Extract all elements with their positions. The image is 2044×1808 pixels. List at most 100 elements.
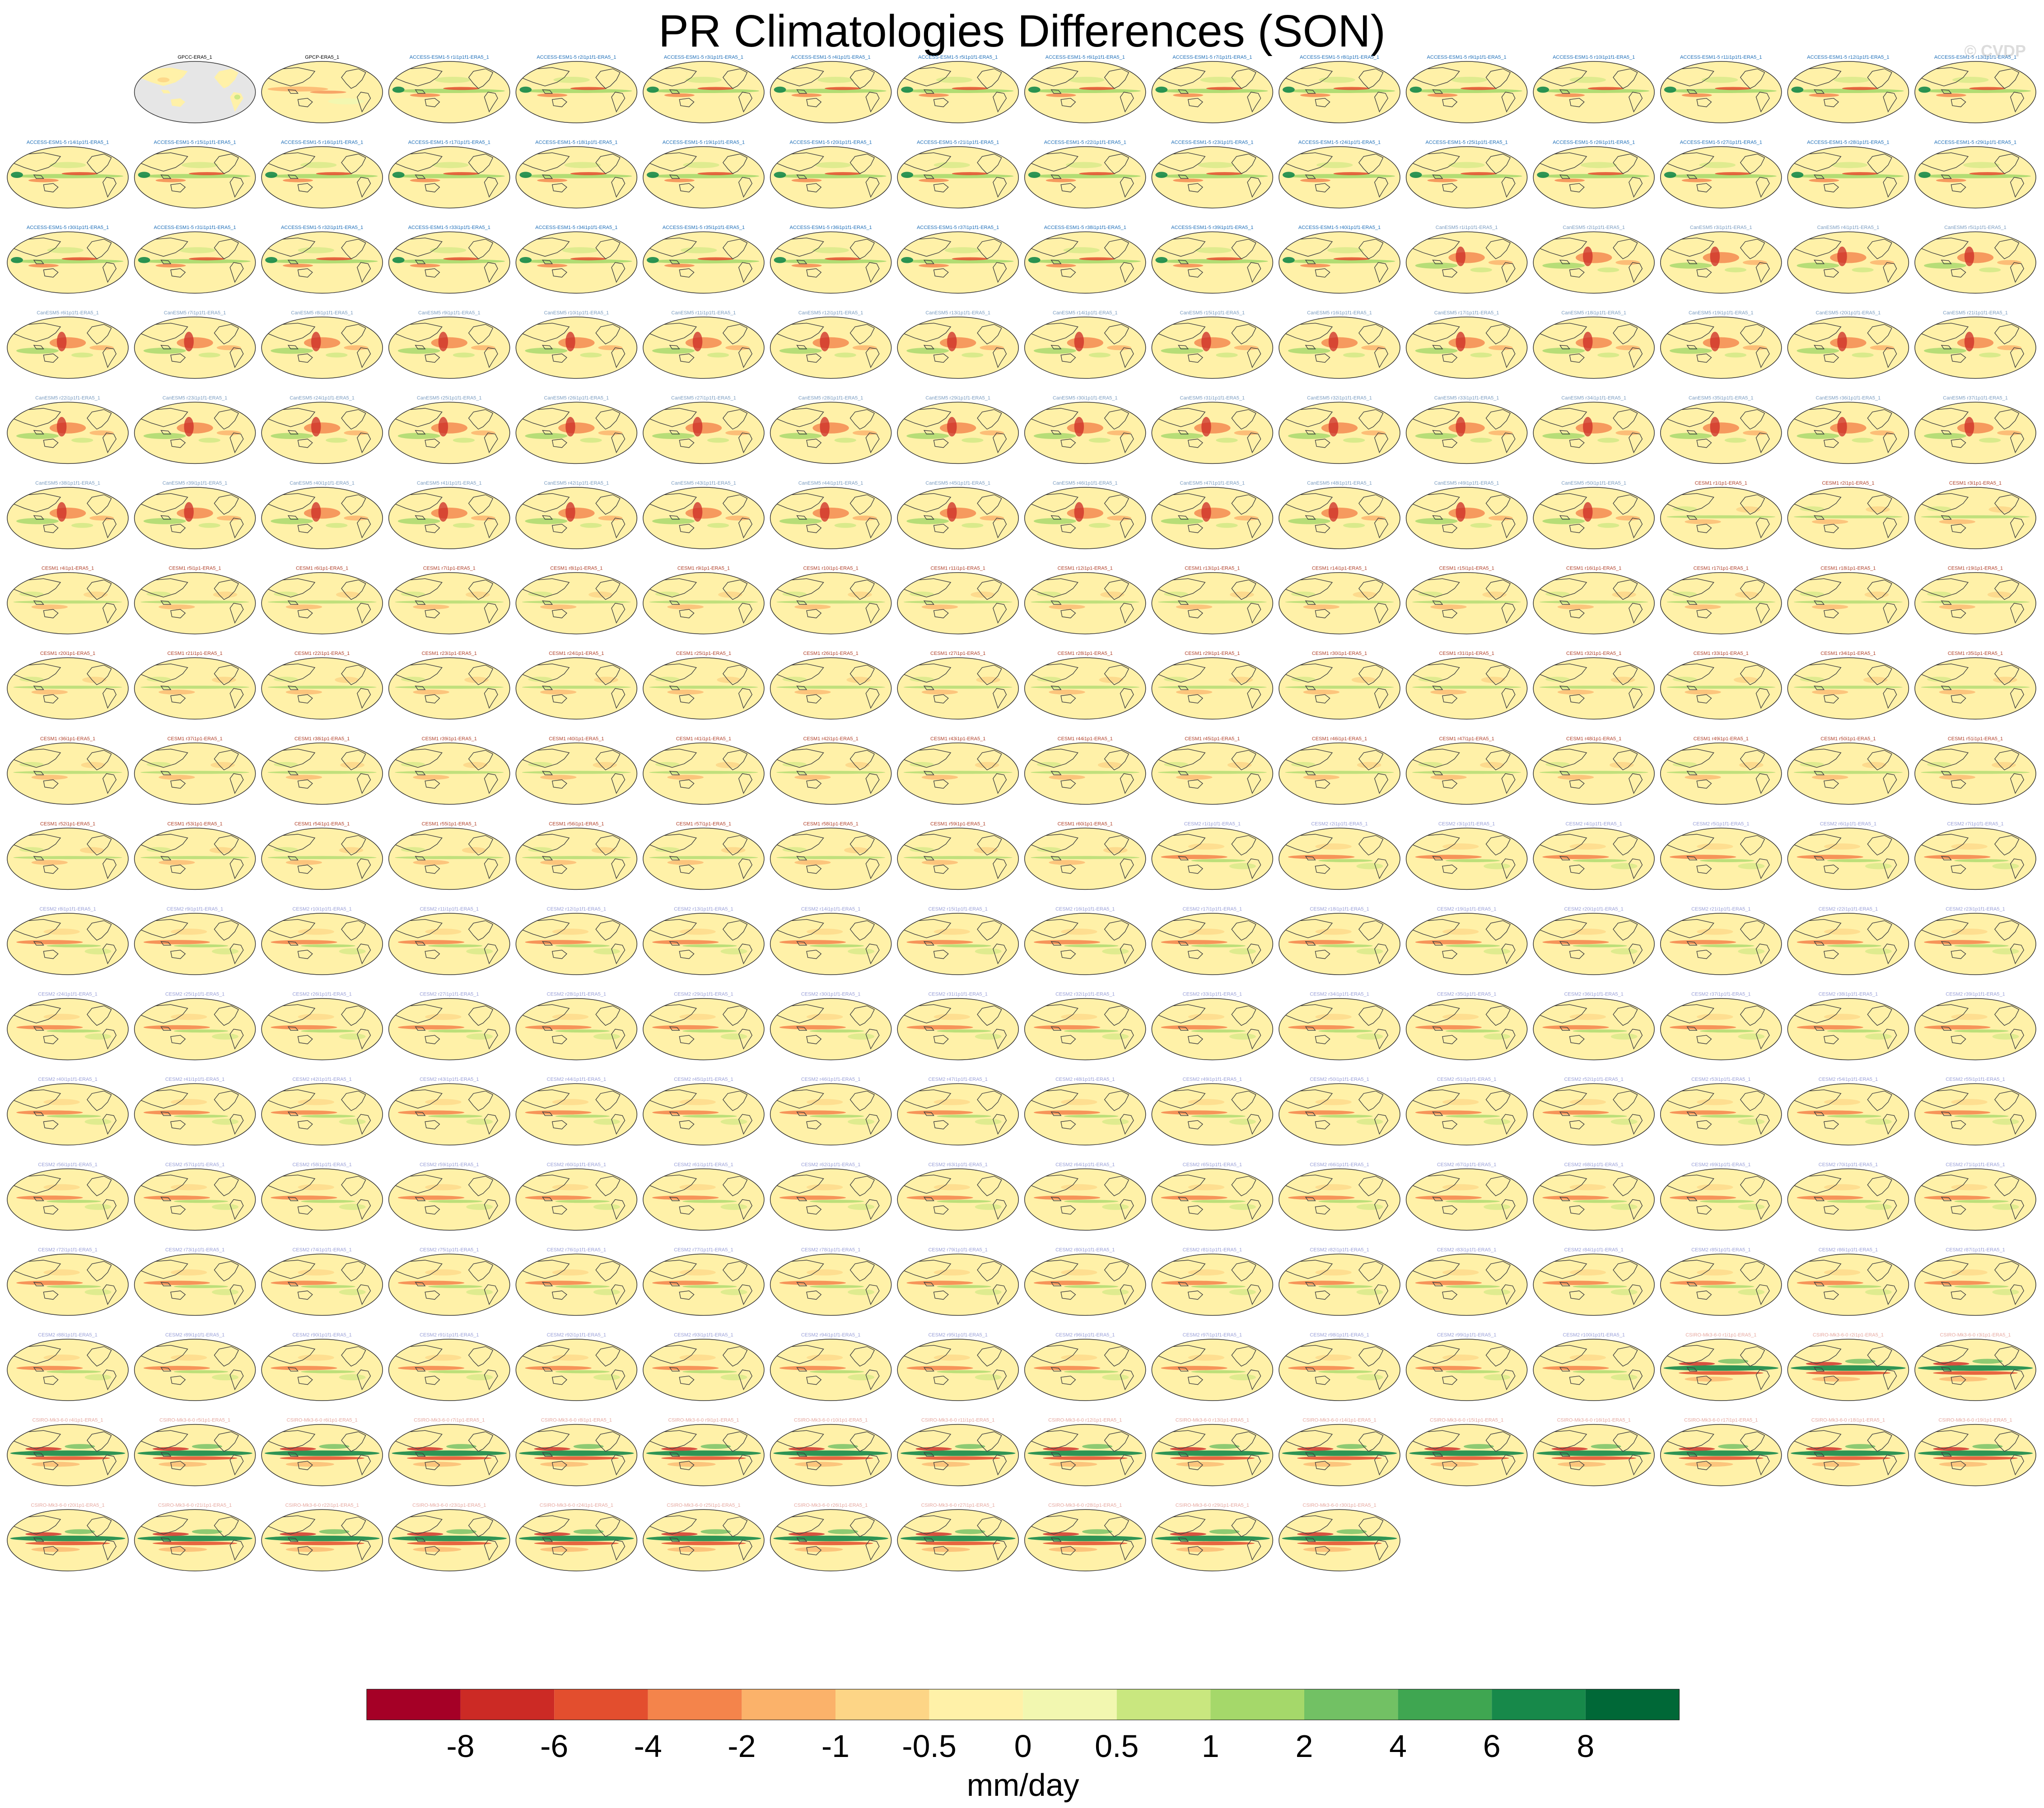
panel-label: CESM2 r39i1p1f1-ERA5_1 xyxy=(1946,992,2005,997)
panel-label: CESM2 r51i1p1f1-ERA5_1 xyxy=(1437,1077,1496,1082)
panel-label: ACCESS-ESM1-5 r8i1p1f1-ERA5_1 xyxy=(1300,55,1379,60)
map-panel: ACCESS-ESM1-5 r28i1p1f1-ERA5_1 xyxy=(1787,140,1909,209)
map-panel: CESM1 r38i1p1-ERA5_1 xyxy=(261,736,383,805)
panel-label: CESM2 r37i1p1f1-ERA5_1 xyxy=(1691,992,1750,997)
colorbar-tick-label: -1 xyxy=(821,1729,849,1764)
map-panel: CESM2 r90i1p1f1-ERA5_1 xyxy=(261,1332,383,1401)
map-panel: CESM2 r31i1p1f1-ERA5_1 xyxy=(897,992,1019,1061)
panel-label: CanESM5 r42i1p1f1-ERA5_1 xyxy=(544,481,609,486)
map-panel: ACCESS-ESM1-5 r4i1p1f1-ERA5_1 xyxy=(770,55,892,123)
panel-label: CESM2 r72i1p1f1-ERA5_1 xyxy=(38,1247,97,1252)
map-panel: ACCESS-ESM1-5 r19i1p1f1-ERA5_1 xyxy=(643,140,765,209)
map-panel: CESM2 r2i1p1f1-ERA5_1 xyxy=(1279,821,1400,890)
map-panel: CESM1 r35i1p1-ERA5_1 xyxy=(1914,651,2036,719)
map-panel: CanESM5 r9i1p1f1-ERA5_1 xyxy=(388,310,510,379)
map-panel: CESM2 r57i1p1f1-ERA5_1 xyxy=(134,1162,256,1231)
map-panel: CESM2 r69i1p1f1-ERA5_1 xyxy=(1660,1162,1782,1231)
panel-label: CSIRO-Mk3-6-0 r12i1p1-ERA5_1 xyxy=(1048,1418,1122,1423)
figure-title: PR Climatologies Differences (SON) xyxy=(658,6,1386,56)
panel-label: CESM2 r24i1p1f1-ERA5_1 xyxy=(38,992,97,997)
panel-label: CanESM5 r38i1p1f1-ERA5_1 xyxy=(35,481,100,486)
panel-label: CESM1 r20i1p1-ERA5_1 xyxy=(40,651,95,656)
colorbar-tick-label: -6 xyxy=(540,1729,568,1764)
map-panel: CESM1 r22i1p1-ERA5_1 xyxy=(261,651,383,719)
panel-label: CESM2 r29i1p1f1-ERA5_1 xyxy=(674,992,733,997)
map-panel: CESM1 r32i1p1-ERA5_1 xyxy=(1533,651,1655,719)
map-panel: CSIRO-Mk3-6-0 r29i1p1-ERA5_1 xyxy=(1151,1503,1274,1571)
panel-label: CESM2 r23i1p1f1-ERA5_1 xyxy=(1946,906,2005,912)
panel-label: ACCESS-ESM1-5 r22i1p1f1-ERA5_1 xyxy=(1044,140,1126,145)
map-panel: CESM2 r91i1p1f1-ERA5_1 xyxy=(388,1332,510,1401)
panel-label: CESM1 r12i1p1-ERA5_1 xyxy=(1058,566,1113,571)
panel-label: CanESM5 r9i1p1f1-ERA5_1 xyxy=(418,310,481,316)
panel-label: ACCESS-ESM1-5 r9i1p1f1-ERA5_1 xyxy=(1427,55,1507,60)
panel-label: CanESM5 r36i1p1f1-ERA5_1 xyxy=(1816,395,1881,401)
map-panel: ACCESS-ESM1-5 r40i1p1f1-ERA5_1 xyxy=(1279,225,1400,294)
panel-label: CanESM5 r46i1p1f1-ERA5_1 xyxy=(1053,481,1118,486)
map-panel: CanESM5 r43i1p1f1-ERA5_1 xyxy=(643,481,765,549)
map-panel: CanESM5 r2i1p1f1-ERA5_1 xyxy=(1533,225,1655,294)
panel-label: CESM1 r11i1p1-ERA5_1 xyxy=(930,566,985,571)
map-panel: CanESM5 r33i1p1f1-ERA5_1 xyxy=(1405,395,1528,464)
panel-label: CESM1 r24i1p1-ERA5_1 xyxy=(549,651,604,656)
panel-label: ACCESS-ESM1-5 r17i1p1f1-ERA5_1 xyxy=(408,140,490,145)
map-panel: CESM2 r51i1p1f1-ERA5_1 xyxy=(1405,1077,1528,1145)
map-panel: CESM1 r6i1p1-ERA5_1 xyxy=(261,566,383,635)
map-panel: CSIRO-Mk3-6-0 r6i1p1-ERA5_1 xyxy=(261,1418,383,1486)
map-panel: ACCESS-ESM1-5 r32i1p1f1-ERA5_1 xyxy=(261,225,383,294)
map-panel: CESM2 r15i1p1f1-ERA5_1 xyxy=(897,906,1019,975)
map-panel: ACCESS-ESM1-5 r21i1p1f1-ERA5_1 xyxy=(897,140,1019,209)
map-panel: CESM2 r84i1p1f1-ERA5_1 xyxy=(1533,1247,1655,1316)
map-panel: CESM2 r78i1p1f1-ERA5_1 xyxy=(770,1247,892,1316)
panel-label: CESM2 r31i1p1f1-ERA5_1 xyxy=(928,992,987,997)
map-panel: CESM1 r8i1p1-ERA5_1 xyxy=(515,566,638,635)
map-panel: CESM2 r43i1p1f1-ERA5_1 xyxy=(388,1077,510,1145)
panel-label: CanESM5 r33i1p1f1-ERA5_1 xyxy=(1434,395,1499,401)
map-panel: CanESM5 r37i1p1f1-ERA5_1 xyxy=(1914,395,2036,464)
map-panel: CESM2 r86i1p1f1-ERA5_1 xyxy=(1787,1247,1909,1316)
panel-label: ACCESS-ESM1-5 r11i1p1f1-ERA5_1 xyxy=(1680,55,1762,60)
panel-label: CESM1 r2i1p1-ERA5_1 xyxy=(1822,481,1874,486)
panel-label: ACCESS-ESM1-5 r24i1p1f1-ERA5_1 xyxy=(1298,140,1381,145)
panel-label: CESM2 r42i1p1f1-ERA5_1 xyxy=(292,1077,351,1082)
panel-label: CESM2 r99i1p1f1-ERA5_1 xyxy=(1437,1332,1496,1338)
map-panel: ACCESS-ESM1-5 r11i1p1f1-ERA5_1 xyxy=(1660,55,1782,123)
map-panel: ACCESS-ESM1-5 r27i1p1f1-ERA5_1 xyxy=(1660,140,1782,209)
panel-label: CanESM5 r16i1p1f1-ERA5_1 xyxy=(1307,310,1372,316)
map-panel: CESM2 r72i1p1f1-ERA5_1 xyxy=(7,1247,129,1316)
map-panel: CSIRO-Mk3-6-0 r19i1p1-ERA5_1 xyxy=(1914,1418,2036,1486)
map-panel: ACCESS-ESM1-5 r10i1p1f1-ERA5_1 xyxy=(1533,55,1655,123)
map-panel: CESM1 r30i1p1-ERA5_1 xyxy=(1279,651,1400,719)
panel-label: CESM2 r100i1p1f1-ERA5_1 xyxy=(1563,1332,1625,1338)
map-panel: ACCESS-ESM1-5 r3i1p1f1-ERA5_1 xyxy=(643,55,765,123)
map-panel: CESM1 r46i1p1-ERA5_1 xyxy=(1279,736,1400,805)
map-panel: CESM1 r13i1p1-ERA5_1 xyxy=(1151,566,1274,635)
colorbar-segment xyxy=(460,1689,555,1720)
map-panel: CESM2 r62i1p1f1-ERA5_1 xyxy=(770,1162,892,1231)
map-panel: ACCESS-ESM1-5 r26i1p1f1-ERA5_1 xyxy=(1533,140,1655,209)
panel-label: ACCESS-ESM1-5 r30i1p1f1-ERA5_1 xyxy=(27,225,109,230)
panel-label: CESM2 r67i1p1f1-ERA5_1 xyxy=(1437,1162,1496,1168)
colorbar-tick-label: 4 xyxy=(1389,1729,1407,1764)
panel-label: CESM1 r28i1p1-ERA5_1 xyxy=(1058,651,1113,656)
map-panel: CESM2 r21i1p1f1-ERA5_1 xyxy=(1660,906,1782,975)
map-panel: CSIRO-Mk3-6-0 r13i1p1-ERA5_1 xyxy=(1151,1418,1274,1486)
panel-label: CanESM5 r34i1p1f1-ERA5_1 xyxy=(1561,395,1626,401)
panel-label: CanESM5 r21i1p1f1-ERA5_1 xyxy=(1943,310,2008,316)
panel-label: CESM2 r38i1p1f1-ERA5_1 xyxy=(1819,992,1878,997)
panel-label: CESM1 r17i1p1-ERA5_1 xyxy=(1694,566,1749,571)
map-panel: CESM2 r14i1p1f1-ERA5_1 xyxy=(770,906,892,975)
map-panel: CESM1 r57i1p1-ERA5_1 xyxy=(643,821,765,890)
panel-label: CESM1 r5i1p1-ERA5_1 xyxy=(169,566,221,571)
map-panel: CESM2 r16i1p1f1-ERA5_1 xyxy=(1024,906,1146,975)
panel-label: CanESM5 r20i1p1f1-ERA5_1 xyxy=(1816,310,1881,316)
panel-label: CESM2 r44i1p1f1-ERA5_1 xyxy=(547,1077,606,1082)
panel-label: ACCESS-ESM1-5 r26i1p1f1-ERA5_1 xyxy=(1553,140,1635,145)
panel-label: CSIRO-Mk3-6-0 r8i1p1-ERA5_1 xyxy=(541,1418,612,1423)
panel-label: CESM2 r13i1p1f1-ERA5_1 xyxy=(674,906,733,912)
panel-label: CESM2 r87i1p1f1-ERA5_1 xyxy=(1946,1247,2005,1252)
panel-label: CESM1 r57i1p1-ERA5_1 xyxy=(676,821,731,827)
panel-label: ACCESS-ESM1-5 r1i1p1f1-ERA5_1 xyxy=(410,55,489,60)
map-panel: CESM1 r5i1p1-ERA5_1 xyxy=(134,566,256,635)
map-panel: CESM1 r42i1p1-ERA5_1 xyxy=(770,736,892,805)
